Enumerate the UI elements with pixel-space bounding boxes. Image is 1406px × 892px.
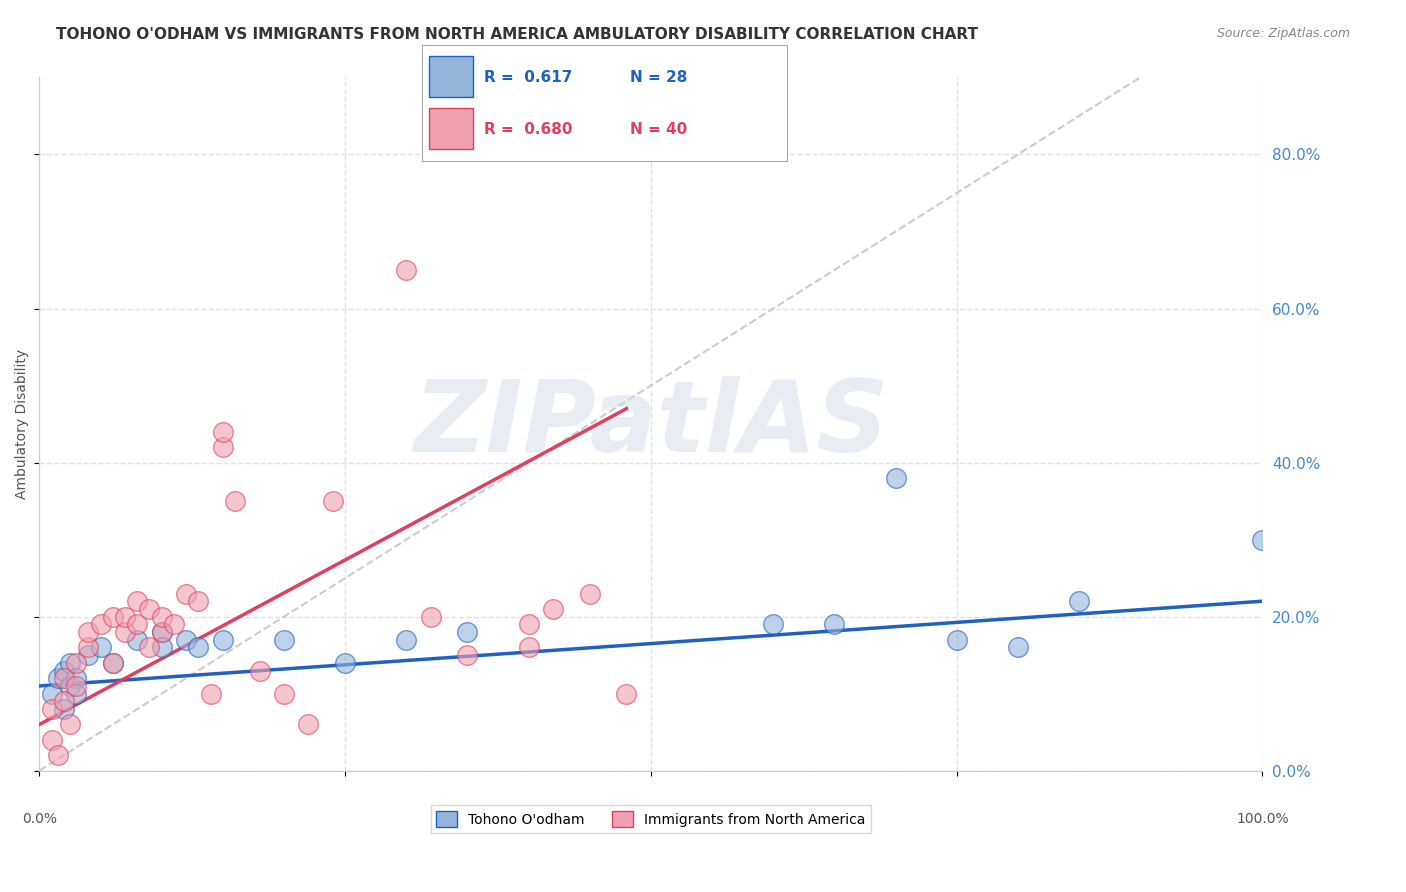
Point	[90, 640, 112, 655]
Point	[945, 632, 967, 647]
Point	[150, 625, 173, 640]
Point	[224, 494, 246, 508]
Point	[127, 617, 149, 632]
Text: 0.0%: 0.0%	[22, 813, 56, 826]
Point	[1251, 533, 1274, 547]
Point	[65, 687, 87, 701]
Point	[46, 748, 69, 763]
Point	[1007, 640, 1029, 655]
Point	[59, 679, 82, 693]
Point	[1067, 594, 1090, 608]
Text: TOHONO O'ODHAM VS IMMIGRANTS FROM NORTH AMERICA AMBULATORY DISABILITY CORRELATIO: TOHONO O'ODHAM VS IMMIGRANTS FROM NORTH …	[56, 27, 979, 42]
Point	[212, 440, 235, 454]
Point	[138, 602, 160, 616]
Point	[150, 609, 173, 624]
Point	[273, 632, 295, 647]
Point	[52, 702, 75, 716]
Point	[101, 656, 124, 670]
Legend: Tohono O'odham, Immigrants from North America: Tohono O'odham, Immigrants from North Am…	[430, 805, 872, 833]
Point	[823, 617, 845, 632]
Text: N = 40: N = 40	[630, 121, 688, 136]
Point	[273, 687, 295, 701]
Point	[616, 687, 638, 701]
Point	[65, 679, 87, 693]
Point	[762, 617, 785, 632]
Point	[41, 702, 63, 716]
Point	[52, 694, 75, 708]
Point	[395, 632, 418, 647]
Point	[77, 625, 100, 640]
Point	[163, 617, 186, 632]
Point	[200, 687, 222, 701]
Point	[456, 625, 478, 640]
Point	[101, 656, 124, 670]
Text: R =  0.680: R = 0.680	[484, 121, 572, 136]
Point	[65, 671, 87, 685]
Point	[150, 625, 173, 640]
Text: N = 28: N = 28	[630, 70, 688, 85]
Point	[90, 617, 112, 632]
Point	[212, 632, 235, 647]
Point	[41, 687, 63, 701]
Point	[578, 586, 600, 600]
Point	[127, 594, 149, 608]
Point	[335, 656, 357, 670]
Point	[884, 471, 907, 485]
Point	[297, 717, 319, 731]
FancyBboxPatch shape	[429, 109, 472, 149]
Point	[174, 632, 197, 647]
Point	[46, 671, 69, 685]
Point	[138, 640, 160, 655]
Point	[41, 732, 63, 747]
Point	[395, 263, 418, 277]
Point	[77, 648, 100, 662]
Text: ZIPatlAS: ZIPatlAS	[413, 376, 889, 473]
Point	[322, 494, 344, 508]
Point	[541, 602, 564, 616]
Point	[174, 586, 197, 600]
Point	[127, 632, 149, 647]
Text: R =  0.617: R = 0.617	[484, 70, 572, 85]
Point	[65, 656, 87, 670]
Point	[517, 617, 540, 632]
Text: 100.0%: 100.0%	[1236, 813, 1289, 826]
Point	[249, 664, 271, 678]
Point	[101, 609, 124, 624]
Point	[52, 671, 75, 685]
Point	[212, 425, 235, 439]
Point	[187, 594, 209, 608]
Point	[150, 640, 173, 655]
Point	[187, 640, 209, 655]
FancyBboxPatch shape	[429, 56, 472, 97]
Point	[456, 648, 478, 662]
Point	[114, 609, 136, 624]
Point	[52, 664, 75, 678]
Text: Source: ZipAtlas.com: Source: ZipAtlas.com	[1216, 27, 1350, 40]
Point	[114, 625, 136, 640]
Y-axis label: Ambulatory Disability: Ambulatory Disability	[15, 349, 30, 500]
Point	[517, 640, 540, 655]
Point	[59, 717, 82, 731]
Point	[59, 656, 82, 670]
Point	[419, 609, 441, 624]
Point	[77, 640, 100, 655]
